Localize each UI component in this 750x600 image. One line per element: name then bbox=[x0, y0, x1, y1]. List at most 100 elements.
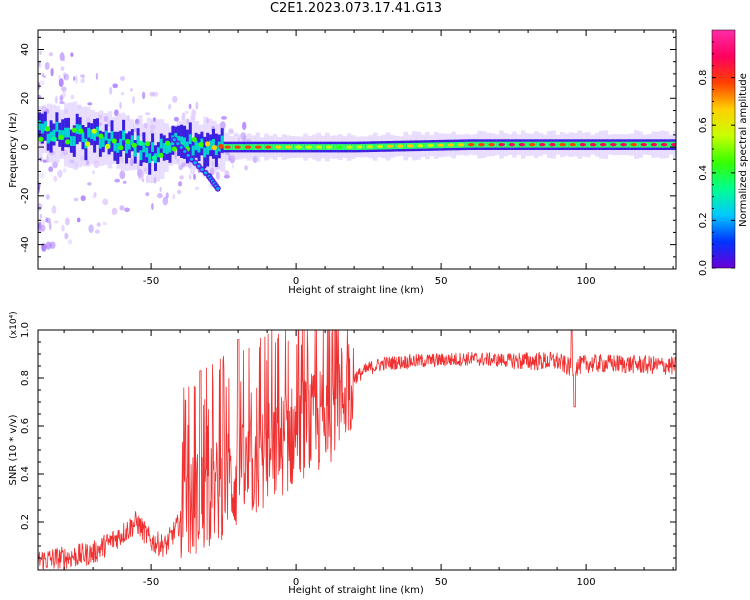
ridge-peak bbox=[151, 155, 157, 161]
ridge-peak bbox=[518, 143, 526, 147]
spectral-band-inner bbox=[206, 144, 210, 155]
noise-blob bbox=[61, 86, 67, 92]
noise-blob bbox=[54, 95, 59, 104]
noise-blob bbox=[76, 217, 81, 223]
ridge-peak bbox=[397, 144, 404, 148]
ridge-peak bbox=[498, 143, 505, 147]
bottom-y-axis-label: SNR (10 * v/v) bbox=[8, 414, 19, 485]
noise-blob bbox=[41, 72, 44, 77]
spectral-band-inner bbox=[40, 123, 44, 134]
bottom-y-tick-label: 0.4 bbox=[20, 466, 31, 482]
ridge-peak bbox=[660, 143, 668, 147]
bottom-x-tick-label: 50 bbox=[435, 577, 448, 588]
spectral-band-inner bbox=[93, 130, 97, 141]
spectral-band-inner bbox=[391, 143, 395, 150]
colorbar bbox=[711, 29, 736, 269]
ridge-peak bbox=[211, 145, 217, 151]
top-y-tick-label: -20 bbox=[20, 188, 31, 204]
spectral-band-inner bbox=[168, 142, 172, 153]
noise-blob bbox=[50, 67, 54, 77]
noise-blob bbox=[67, 239, 73, 245]
ridge-peak bbox=[326, 145, 333, 149]
noise-blob bbox=[80, 195, 86, 202]
ridge-peak bbox=[559, 143, 566, 147]
spectral-band-inner bbox=[49, 131, 53, 142]
spectral-band-inner bbox=[330, 144, 334, 150]
bottom-x-tick-label: 100 bbox=[577, 577, 596, 588]
noise-blob bbox=[114, 178, 121, 183]
spectral-band-inner bbox=[293, 144, 297, 150]
ridge-peak bbox=[366, 145, 373, 149]
spectral-band-inner bbox=[64, 127, 68, 138]
spectral-band-inner bbox=[72, 136, 76, 146]
noise-blob bbox=[58, 78, 64, 87]
noise-blob bbox=[179, 175, 184, 180]
noise-blob bbox=[60, 66, 65, 71]
ridge-peak bbox=[285, 145, 292, 149]
noise-blob bbox=[58, 74, 61, 81]
spectral-band-inner bbox=[191, 145, 195, 156]
spectral-band-inner bbox=[475, 141, 479, 148]
spectral-band-inner bbox=[101, 137, 105, 147]
noise-blob bbox=[51, 205, 57, 214]
noise-blob bbox=[39, 80, 45, 85]
ridge-peak bbox=[305, 145, 313, 149]
noise-blob bbox=[73, 197, 79, 202]
branch-core bbox=[183, 150, 187, 153]
ridge-peak bbox=[671, 143, 676, 147]
noise-blob bbox=[93, 192, 97, 197]
spectral-band-inner bbox=[638, 141, 642, 148]
spectral-band-inner bbox=[69, 136, 73, 146]
noise-blob bbox=[48, 52, 54, 57]
bottom-y-tick-label: 1.0 bbox=[20, 322, 31, 338]
ridge-peak bbox=[105, 143, 111, 149]
noise-blob bbox=[122, 180, 127, 184]
spectral-band-inner bbox=[536, 141, 540, 148]
ridge-peak bbox=[65, 139, 71, 145]
ridge-peak bbox=[234, 145, 241, 149]
spectral-band-inner bbox=[214, 145, 218, 156]
spectral-band-inner bbox=[432, 142, 436, 149]
spectral-band-inner bbox=[110, 131, 114, 141]
noise-blob bbox=[145, 192, 150, 197]
spectral-band-inner bbox=[55, 121, 59, 132]
ridge-peak bbox=[131, 142, 137, 148]
noise-blob bbox=[62, 72, 66, 80]
spectral-band-inner bbox=[412, 142, 416, 149]
ridge-peak bbox=[427, 143, 434, 148]
ridge-peak bbox=[417, 144, 424, 148]
ridge-peak bbox=[58, 134, 64, 140]
spectral-band-inner bbox=[423, 142, 427, 149]
noise-blob bbox=[120, 76, 125, 81]
spectral-band-inner bbox=[513, 141, 517, 148]
noise-blob bbox=[132, 96, 135, 104]
ridge-peak bbox=[315, 145, 323, 149]
spectral-band-inner bbox=[125, 143, 128, 154]
ridge-peak bbox=[111, 138, 117, 144]
ridge-peak bbox=[138, 140, 144, 146]
spectral-band-inner bbox=[252, 144, 256, 150]
spectral-band-inner bbox=[43, 121, 47, 132]
colorbar-tick-label: 0.0 bbox=[698, 260, 709, 276]
noise-blob bbox=[52, 161, 58, 169]
spectral-band-inner bbox=[403, 143, 407, 149]
noise-blob bbox=[39, 213, 43, 219]
noise-blob bbox=[102, 198, 109, 206]
spectral-band-inner bbox=[203, 147, 207, 158]
noise-blob bbox=[45, 241, 52, 250]
noise-blob bbox=[61, 90, 67, 98]
spectral-band-inner bbox=[554, 141, 558, 148]
bottom-y-tick-label: 0.2 bbox=[20, 514, 31, 530]
noise-blob bbox=[46, 217, 51, 224]
spectral-band-inner bbox=[383, 143, 387, 150]
noise-blob bbox=[43, 75, 46, 79]
noise-blob bbox=[70, 52, 74, 57]
ridge-peak bbox=[579, 143, 587, 147]
noise-blob bbox=[162, 196, 169, 206]
noise-blob bbox=[59, 52, 65, 62]
top-x-tick-label: -50 bbox=[143, 276, 159, 287]
noise-blob bbox=[62, 55, 66, 62]
branch-core bbox=[172, 138, 176, 142]
top-x-tick-label: 0 bbox=[293, 276, 299, 287]
